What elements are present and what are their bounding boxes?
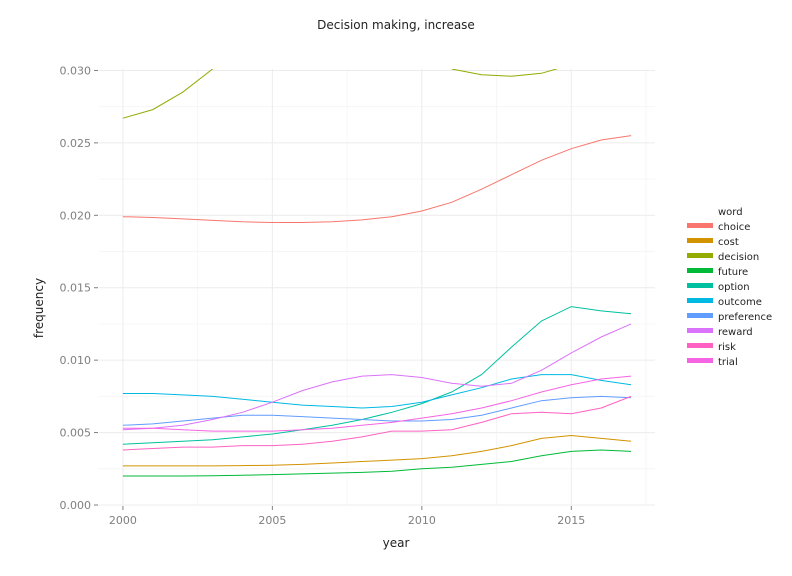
- y-tick-label: 0.025: [60, 137, 92, 150]
- legend-label-future: future: [718, 267, 748, 278]
- chart-title: Decision making, increase: [317, 18, 475, 32]
- series-line-decision: [122, 69, 559, 119]
- x-tick-label: 2010: [408, 514, 436, 527]
- series-line-option: [122, 306, 632, 445]
- y-tick-label: 0.030: [60, 64, 92, 77]
- x-axis-title: year: [383, 536, 410, 550]
- legend-swatch-preference: [687, 313, 713, 318]
- y-tick-label: 0.000: [60, 499, 92, 512]
- series-line-trial: [122, 375, 632, 432]
- x-tick-label: 2000: [109, 514, 137, 527]
- legend-swatch-future: [687, 268, 713, 273]
- y-tick-label: 0.020: [60, 209, 92, 222]
- y-tick-label: 0.005: [60, 427, 92, 440]
- axis-ticks: 2000 2005 2010 2015 0.000 0.005 0.010 0.015 0.02…: [60, 64, 586, 527]
- legend-label-option: option: [718, 282, 750, 293]
- legend-swatch-outcome: [687, 298, 713, 303]
- legend-label-risk: risk: [718, 342, 736, 353]
- legend-label-cost: cost: [718, 237, 739, 248]
- legend-swatch-cost: [687, 238, 713, 243]
- legend-title: word: [718, 207, 743, 218]
- legend: word choice cost decision future option outco…: [687, 207, 772, 368]
- legend-swatch-reward: [687, 328, 713, 333]
- series-lines: [122, 69, 632, 477]
- series-line-preference: [122, 395, 632, 426]
- series-line-cost: [122, 434, 632, 467]
- y-axis-title: frequency: [32, 278, 46, 338]
- legend-swatch-decision: [687, 253, 713, 258]
- legend-label-decision: decision: [718, 252, 759, 263]
- x-tick-label: 2015: [557, 514, 585, 527]
- legend-label-choice: choice: [718, 222, 750, 233]
- series-line-outcome: [122, 374, 632, 409]
- grid: [99, 69, 655, 506]
- legend-swatch-risk: [687, 343, 713, 348]
- legend-label-preference: preference: [718, 312, 772, 323]
- legend-label-trial: trial: [718, 357, 738, 368]
- legend-swatch-choice: [687, 223, 713, 228]
- series-line-future: [122, 449, 632, 477]
- legend-label-outcome: outcome: [718, 297, 762, 308]
- series-line-reward: [122, 323, 632, 431]
- series-line-risk: [122, 395, 632, 451]
- legend-swatch-trial: [687, 358, 713, 363]
- series-line-choice: [122, 135, 632, 223]
- legend-label-reward: reward: [718, 327, 753, 338]
- y-tick-label: 0.015: [60, 282, 92, 295]
- y-tick-label: 0.010: [60, 354, 92, 367]
- x-tick-label: 2005: [258, 514, 286, 527]
- legend-swatch-option: [687, 283, 713, 288]
